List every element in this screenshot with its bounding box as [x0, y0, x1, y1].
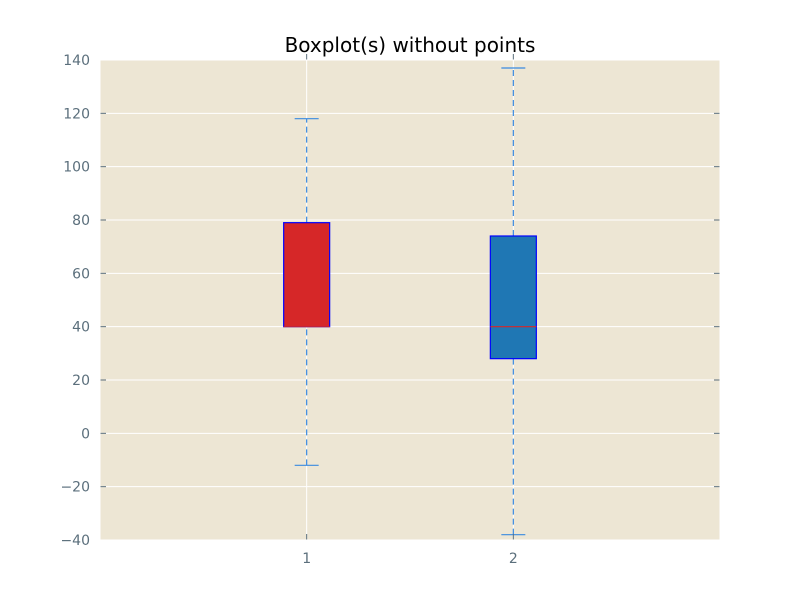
- y-tick-label: 140: [63, 53, 90, 69]
- y-tick-label: 100: [63, 160, 90, 176]
- y-tick-label: 0: [81, 426, 90, 442]
- y-tick-label: 120: [63, 106, 90, 122]
- y-tick-label: 20: [72, 373, 90, 389]
- box-2: [489, 67, 537, 536]
- y-tick-label: 80: [72, 213, 90, 229]
- plot-area: [100, 60, 720, 540]
- y-tick-label: −20: [60, 480, 90, 496]
- x-tick-label: 2: [509, 551, 518, 567]
- axes: −40 −20 0 20 40 60 80 100 120 140 1 2: [60, 53, 721, 567]
- y-tick-label: 60: [72, 266, 90, 282]
- y-tick-label: −40: [60, 533, 90, 549]
- plot-frame: [99, 59, 721, 541]
- boxes: [283, 67, 537, 536]
- x-tick-label: 1: [302, 551, 311, 567]
- box-body: [283, 222, 331, 328]
- y-tick-label: 40: [72, 320, 90, 336]
- chart-title: Boxplot(s) without points: [284, 33, 536, 57]
- box-1: [283, 118, 331, 466]
- box-body: [489, 235, 537, 360]
